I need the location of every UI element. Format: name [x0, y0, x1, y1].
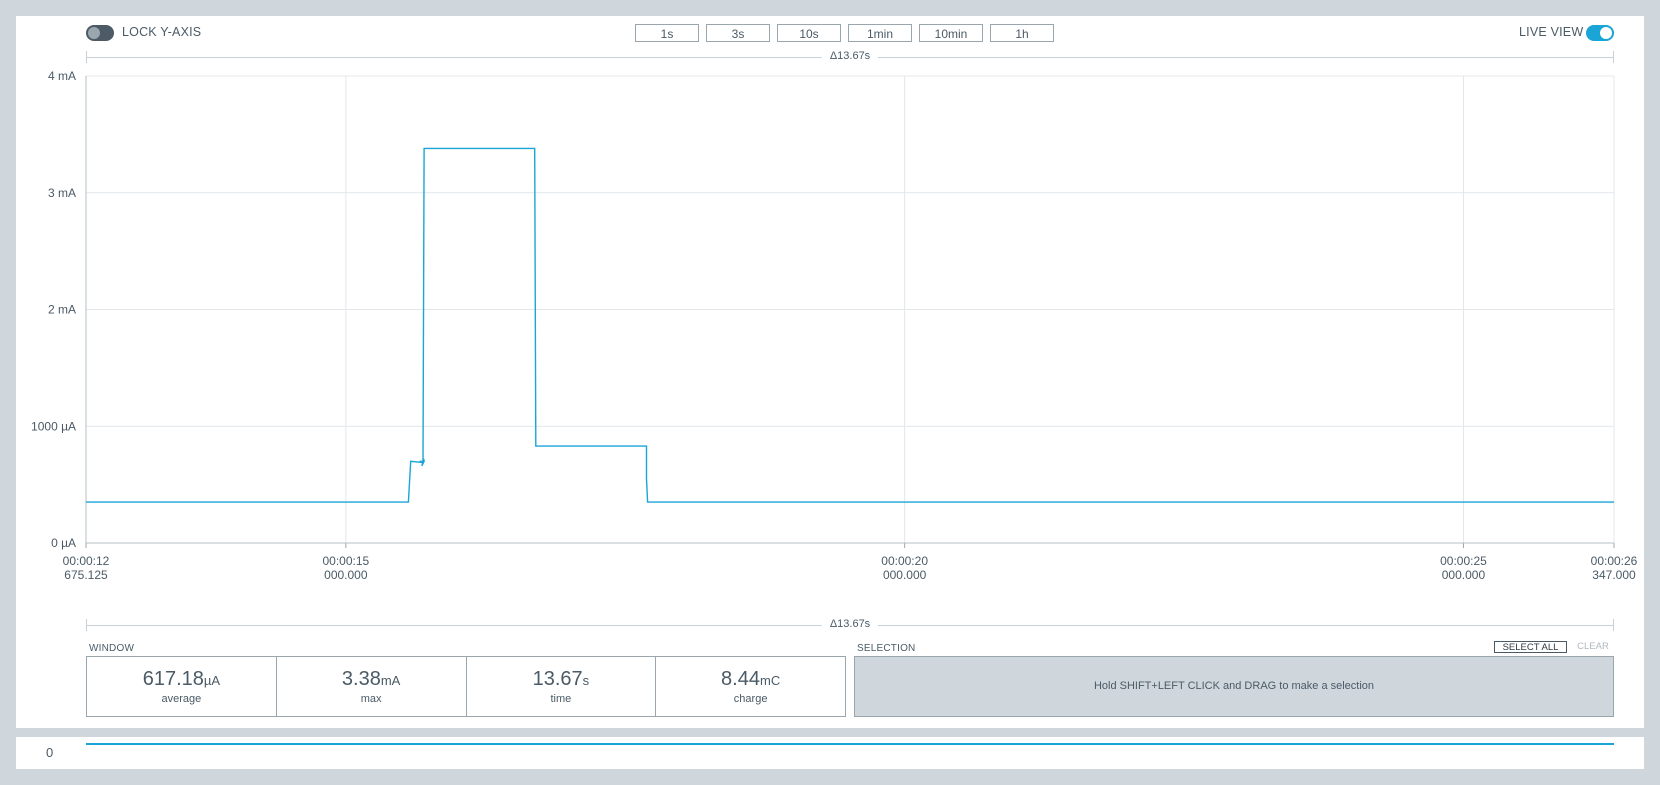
window-section-label: WINDOW: [89, 643, 135, 654]
minimap-trace: [86, 743, 1614, 745]
live-view-label: LIVE VIEW: [1519, 25, 1584, 39]
window-span-top: Δ13.67s: [86, 50, 1614, 63]
x-tick-sublabel: 000.000: [883, 568, 927, 582]
window-1s-button[interactable]: 1s: [635, 24, 699, 42]
x-tick-label: 00:00:15: [322, 554, 369, 568]
selection-section-label: SELECTION: [857, 643, 916, 654]
current-trace: [86, 147, 1614, 503]
lock-y-axis-toggle[interactable]: [86, 25, 114, 41]
y-tick-label: 2 mA: [48, 303, 76, 317]
stat-average: 617.18µA average: [87, 657, 277, 716]
y-tick-label: 0 µA: [51, 536, 76, 550]
stat-time: 13.67s time: [467, 657, 657, 716]
live-view-toggle[interactable]: [1586, 25, 1614, 41]
stat-number: 13.67: [532, 668, 583, 690]
x-tick-label: 00:00:25: [1440, 554, 1487, 568]
window-1h-button[interactable]: 1h: [990, 24, 1054, 42]
x-tick-sublabel: 347.000: [1592, 568, 1636, 582]
stat-max: 3.38mA max: [277, 657, 467, 716]
x-tick-label: 00:00:12: [63, 554, 110, 568]
stat-unit: mC: [759, 673, 781, 688]
toggle-knob: [1600, 27, 1612, 39]
x-tick-sublabel: 675.125: [64, 568, 108, 582]
window-span-bottom: Δ13.67s: [86, 618, 1614, 631]
window-stats: 617.18µA average 3.38mA max 13.67s time …: [86, 656, 846, 717]
y-tick-label: 4 mA: [48, 69, 76, 83]
stat-caption: charge: [733, 693, 768, 705]
stat-caption: time: [550, 693, 572, 705]
window-3s-button[interactable]: 3s: [706, 24, 770, 42]
stat-value: 8.44mC: [656, 668, 845, 691]
window-10min-button[interactable]: 10min: [919, 24, 983, 42]
minimap-zero-label: 0: [46, 745, 54, 760]
main-panel: LOCK Y-AXIS 1s 3s 10s 1min 10min 1h LIVE…: [16, 16, 1644, 728]
clear-selection-button[interactable]: CLEAR: [1577, 641, 1609, 652]
stat-unit: µA: [203, 673, 221, 688]
stat-caption: average: [161, 693, 202, 705]
y-tick-label: 1000 µA: [31, 419, 76, 433]
y-tick-label: 3 mA: [48, 186, 76, 200]
x-tick-label: 00:00:26: [1591, 554, 1638, 568]
window-span-label: Δ13.67s: [821, 50, 879, 62]
x-tick-label: 00:00:20: [881, 554, 928, 568]
stat-value: 13.67s: [467, 668, 656, 691]
window-10s-button[interactable]: 10s: [777, 24, 841, 42]
stat-value: 617.18µA: [87, 668, 276, 691]
x-tick-sublabel: 000.000: [324, 568, 368, 582]
select-all-button[interactable]: SELECT ALL: [1494, 641, 1567, 653]
minimap[interactable]: 0: [16, 737, 1644, 769]
stat-unit: s: [582, 673, 590, 688]
window-duration-buttons: 1s 3s 10s 1min 10min 1h: [635, 24, 1054, 42]
stat-number: 617.18: [142, 668, 204, 690]
stat-number: 8.44: [721, 668, 760, 690]
stat-charge: 8.44mC charge: [656, 657, 845, 716]
x-tick-sublabel: 000.000: [1442, 568, 1486, 582]
stat-number: 3.38: [341, 668, 381, 690]
selection-area[interactable]: Hold SHIFT+LEFT CLICK and DRAG to make a…: [854, 656, 1614, 717]
lock-y-axis-label: LOCK Y-AXIS: [122, 25, 202, 39]
window-1min-button[interactable]: 1min: [848, 24, 912, 42]
stat-value: 3.38mA: [277, 668, 466, 691]
toggle-knob: [88, 27, 100, 39]
stat-unit: mA: [380, 673, 401, 688]
window-span-label-bottom: Δ13.67s: [821, 618, 879, 630]
stat-caption: max: [360, 693, 382, 705]
